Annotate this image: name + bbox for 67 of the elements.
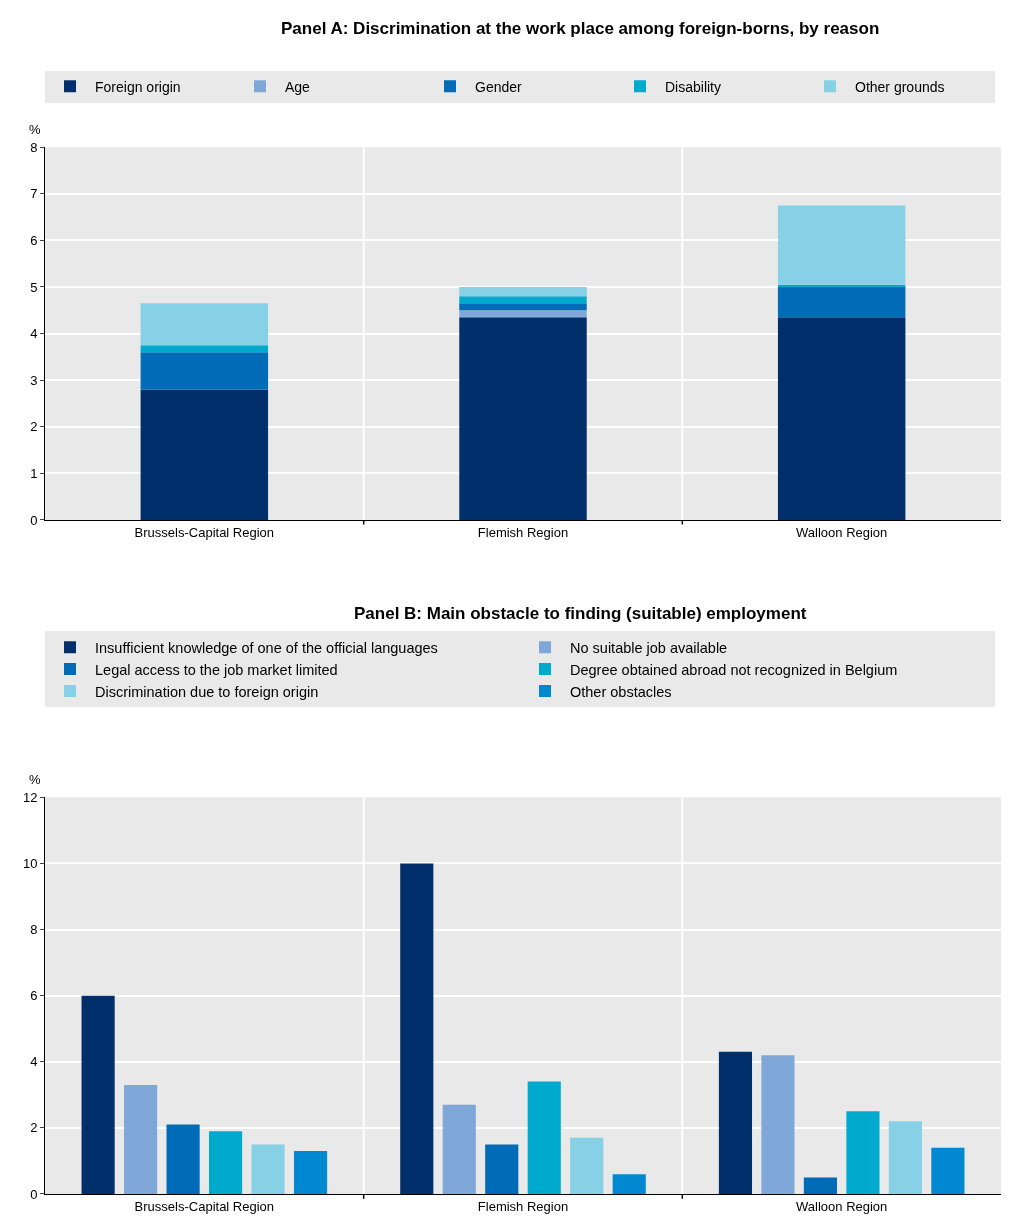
bar — [442, 1104, 476, 1194]
y-axis-title: % — [29, 772, 41, 787]
bar — [81, 995, 115, 1194]
y-tick-label: 4 — [30, 1054, 38, 1070]
bar — [761, 1055, 795, 1194]
bar — [888, 1121, 922, 1194]
bar — [166, 1124, 200, 1194]
bar — [124, 1084, 158, 1194]
y-tick-label: 8 — [30, 139, 38, 155]
bar — [846, 1111, 880, 1194]
bar — [718, 1051, 753, 1194]
legend-label: Degree obtained abroad not recognized in Belgium — [570, 661, 898, 678]
bar — [140, 389, 269, 520]
bar — [612, 1174, 646, 1194]
bar — [777, 286, 906, 318]
y-tick-label: 4 — [30, 326, 38, 342]
y-tick-label: 7 — [30, 186, 38, 202]
legend-label: Other obstacles — [570, 683, 672, 700]
bar — [459, 303, 587, 311]
y-tick-label: 3 — [30, 372, 38, 388]
x-tick-label: Flemish Region — [477, 1198, 569, 1214]
y-tick-label: 2 — [30, 419, 38, 435]
x-tick-label: Brussels-Capital Region — [134, 1198, 275, 1214]
bar — [570, 1137, 604, 1194]
x-tick-label: Walloon Region — [796, 1198, 888, 1214]
bar — [459, 296, 587, 304]
legend-label: Discrimination due to foreign origin — [95, 683, 319, 700]
legend-label: Insufficient knowledge of one of the official languages — [95, 639, 438, 656]
legend-label: Legal access to the job market limited — [95, 661, 338, 678]
y-tick-label: 1 — [30, 465, 38, 481]
y-tick-label: 10 — [22, 856, 38, 871]
bar — [140, 345, 269, 353]
bar — [140, 303, 269, 346]
y-tick-label: 5 — [30, 279, 38, 295]
x-tick-label: Brussels-Capital Region — [134, 524, 275, 540]
chart-title: Panel A: Discrimination at the work place among foreign-borns, by reason — [281, 19, 880, 38]
x-tick-label: Flemish Region — [477, 524, 569, 540]
y-tick-label: 6 — [30, 988, 38, 1004]
bar — [777, 205, 906, 285]
legend-label: Gender — [475, 78, 523, 95]
y-tick-label: 0 — [30, 1186, 38, 1202]
chart-title: Panel B: Main obstacle to finding (suitable) employment — [354, 604, 807, 623]
legend-label: Disability — [665, 78, 722, 95]
y-tick-label: 8 — [30, 922, 38, 938]
bar — [459, 286, 587, 297]
y-tick-label: 6 — [30, 232, 38, 248]
bar — [400, 863, 434, 1194]
y-tick-label: 12 — [22, 789, 38, 805]
bar — [209, 1131, 243, 1194]
bar — [140, 352, 269, 390]
y-axis-title: % — [29, 122, 41, 137]
legend-label: No suitable job available — [570, 639, 728, 656]
bar — [459, 310, 587, 318]
bar — [527, 1081, 561, 1194]
legend-label: Foreign origin — [95, 78, 181, 95]
legend-label: Age — [285, 78, 311, 95]
bar — [293, 1151, 328, 1194]
bar — [459, 317, 587, 520]
legend-label: Other grounds — [855, 78, 945, 95]
bar — [251, 1144, 285, 1194]
bar — [777, 317, 906, 520]
y-tick-label: 0 — [30, 512, 38, 528]
bar — [485, 1144, 519, 1194]
bar — [931, 1147, 965, 1194]
bar — [803, 1177, 837, 1194]
x-tick-label: Walloon Region — [796, 524, 888, 540]
y-tick-label: 2 — [30, 1120, 38, 1136]
